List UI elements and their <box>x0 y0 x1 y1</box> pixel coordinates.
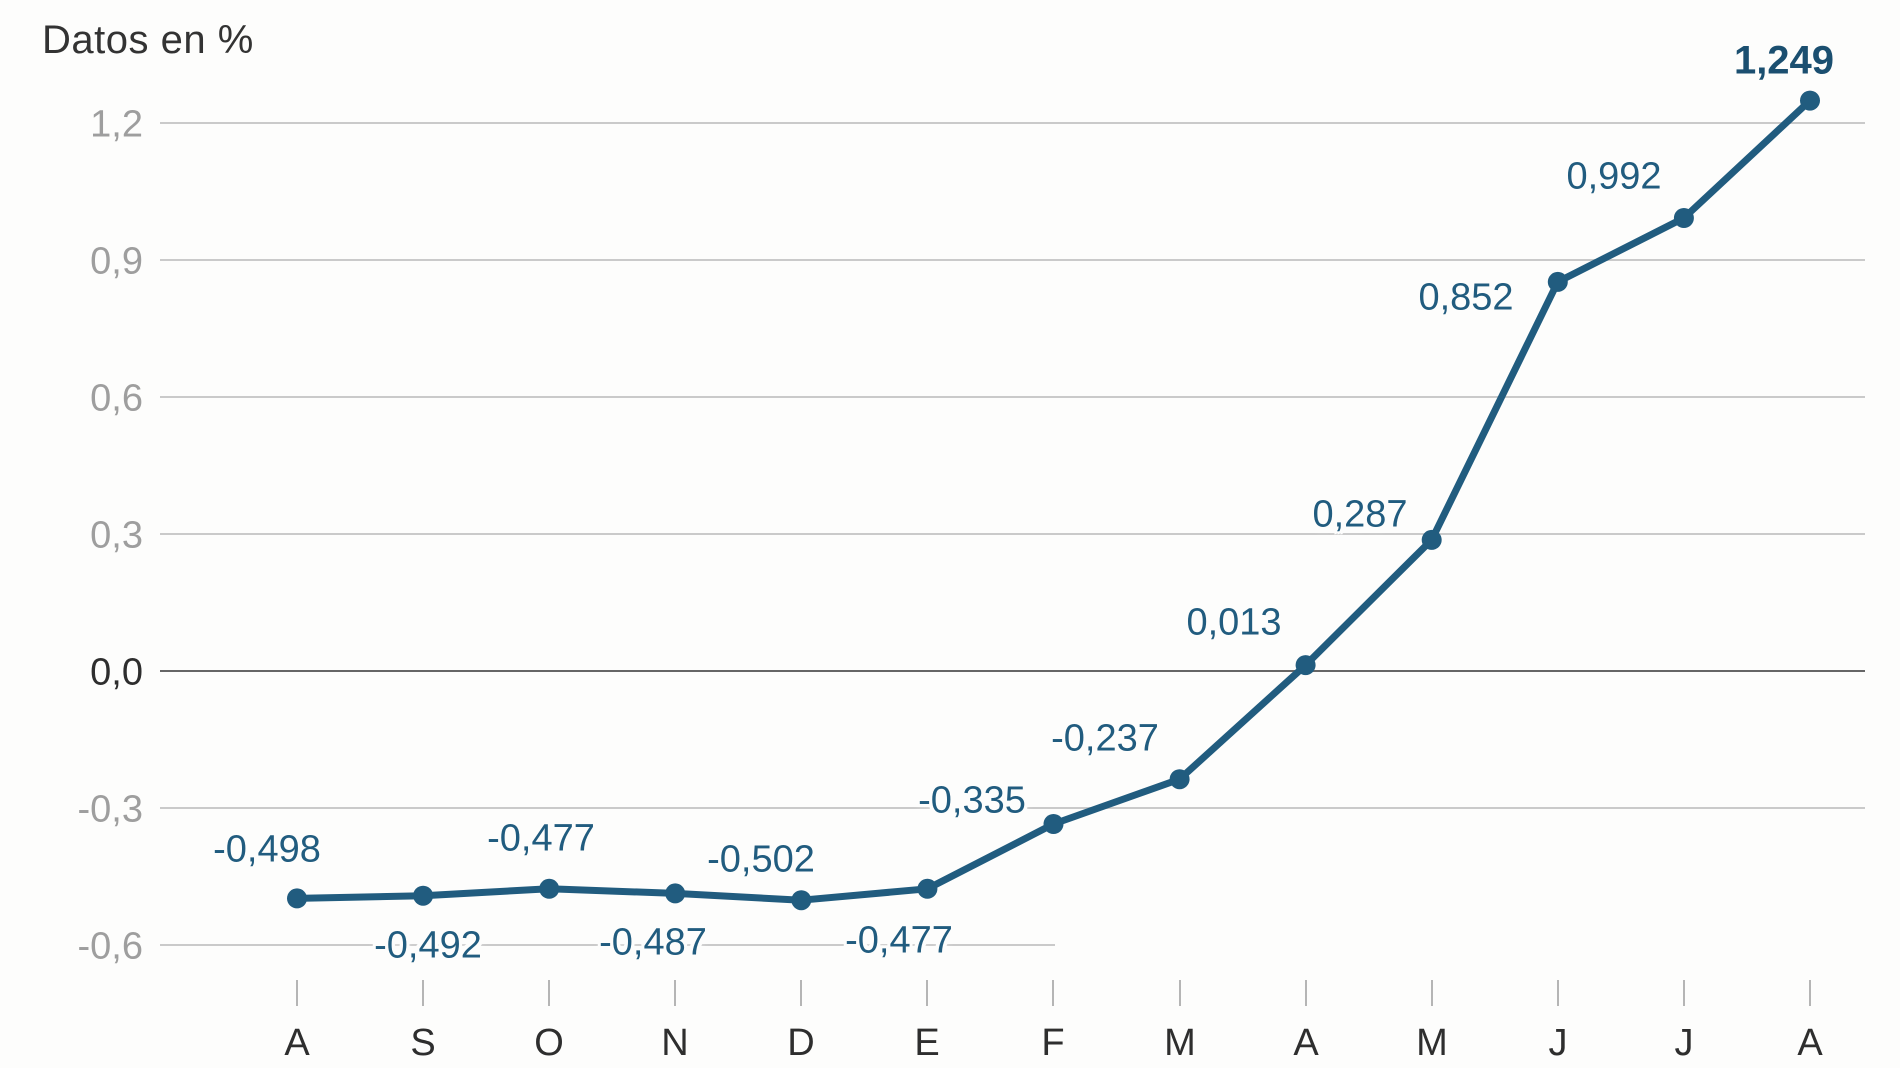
data-point-label-emphasized: 1,249 <box>1733 38 1835 83</box>
data-point <box>413 885 434 906</box>
data-point-label: -0,237 <box>1051 717 1159 760</box>
y-axis-tick-label: 0,0 <box>90 651 143 694</box>
data-point-label: 0,852 <box>1418 276 1514 319</box>
x-axis-month-label: A <box>1293 1022 1319 1064</box>
x-axis-month-label: N <box>661 1022 689 1064</box>
x-axis-tick <box>422 980 424 1006</box>
x-axis-tick <box>1179 980 1181 1006</box>
x-axis-month-label: E <box>914 1022 940 1064</box>
gridline <box>160 944 1055 946</box>
data-point <box>917 878 938 899</box>
gridline <box>160 258 1865 261</box>
data-point <box>791 890 812 911</box>
data-point-label: -0,498 <box>213 828 321 871</box>
data-point <box>1673 208 1694 228</box>
x-axis-tick <box>1431 980 1433 1006</box>
data-point-label: 0,287 <box>1312 493 1408 536</box>
gridline <box>160 395 1865 398</box>
x-axis-tick <box>1683 980 1685 1006</box>
data-point-label: -0,492 <box>374 924 482 967</box>
x-axis-tick <box>674 980 676 1006</box>
x-axis-month-label: F <box>1041 1022 1065 1064</box>
data-point-label: -0,487 <box>599 921 707 964</box>
x-axis-tick <box>296 980 298 1006</box>
y-axis-tick-label: -0,3 <box>77 788 143 831</box>
x-axis-month-label: M <box>1164 1022 1196 1064</box>
x-axis-month-label: M <box>1416 1022 1448 1064</box>
y-axis-tick-label: 0,3 <box>90 514 143 557</box>
data-point <box>1295 655 1316 676</box>
zero-gridline <box>160 670 1865 672</box>
x-axis-month-label: S <box>410 1022 436 1064</box>
gridline <box>160 807 1865 809</box>
x-axis-month-label: A <box>1797 1022 1823 1064</box>
x-axis-tick <box>926 980 928 1006</box>
data-point-label: 0,992 <box>1566 155 1662 198</box>
data-point <box>1043 814 1064 834</box>
y-axis-tick-label: -0,6 <box>77 925 143 968</box>
data-point <box>287 888 307 909</box>
data-point <box>665 883 686 904</box>
x-axis-tick <box>1557 980 1559 1006</box>
data-point <box>1547 271 1568 292</box>
x-axis-month-label: D <box>787 1022 815 1064</box>
data-point <box>1421 529 1442 550</box>
data-point-label: -0,477 <box>845 919 953 962</box>
data-point <box>539 878 560 899</box>
y-axis-tick-label: 0,6 <box>90 377 143 420</box>
gridline <box>160 532 1865 535</box>
x-axis-tick <box>1809 980 1811 1006</box>
data-point-label: -0,477 <box>487 817 595 860</box>
data-point <box>1800 90 1820 111</box>
x-axis-tick <box>1305 980 1307 1006</box>
x-axis-tick <box>1052 980 1054 1006</box>
y-axis-tick-label: 0,9 <box>90 240 143 283</box>
x-axis-tick <box>548 980 550 1006</box>
data-point-label: 0,013 <box>1186 601 1282 644</box>
chart-title: Datos en % <box>42 18 254 62</box>
x-axis-month-label: O <box>534 1022 564 1064</box>
y-axis-tick-label: 1,2 <box>90 103 143 146</box>
data-point-label: -0,502 <box>707 838 815 881</box>
gridline <box>160 121 1865 124</box>
data-point-label: -0,335 <box>918 779 1026 822</box>
x-axis-month-label: J <box>1548 1022 1568 1064</box>
series-line <box>293 97 1814 904</box>
data-point <box>1169 769 1190 790</box>
x-axis-tick <box>800 980 802 1006</box>
x-axis-month-label: J <box>1674 1022 1694 1064</box>
x-axis-month-label: A <box>284 1022 310 1064</box>
